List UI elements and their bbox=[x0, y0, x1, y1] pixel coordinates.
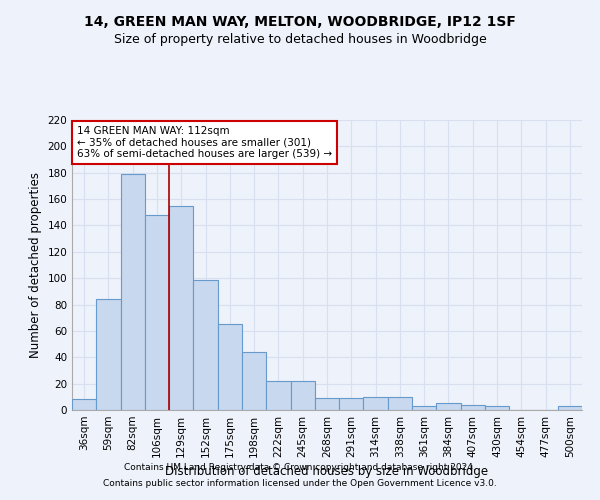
Bar bbox=[96, 300, 121, 410]
Bar bbox=[290, 381, 315, 410]
Text: Contains HM Land Registry data © Crown copyright and database right 2024.: Contains HM Land Registry data © Crown c… bbox=[124, 464, 476, 472]
Bar bbox=[364, 397, 388, 410]
Bar bbox=[436, 404, 461, 410]
Bar bbox=[266, 381, 290, 410]
Bar bbox=[412, 406, 436, 410]
Bar bbox=[461, 404, 485, 410]
Text: Contains public sector information licensed under the Open Government Licence v3: Contains public sector information licen… bbox=[103, 478, 497, 488]
Bar bbox=[315, 398, 339, 410]
Bar bbox=[121, 174, 145, 410]
Bar bbox=[218, 324, 242, 410]
Bar bbox=[339, 398, 364, 410]
Bar bbox=[558, 406, 582, 410]
Text: 14, GREEN MAN WAY, MELTON, WOODBRIDGE, IP12 1SF: 14, GREEN MAN WAY, MELTON, WOODBRIDGE, I… bbox=[84, 15, 516, 29]
Text: Size of property relative to detached houses in Woodbridge: Size of property relative to detached ho… bbox=[113, 32, 487, 46]
Text: 14 GREEN MAN WAY: 112sqm
← 35% of detached houses are smaller (301)
63% of semi-: 14 GREEN MAN WAY: 112sqm ← 35% of detach… bbox=[77, 126, 332, 159]
Bar bbox=[388, 397, 412, 410]
Bar bbox=[485, 406, 509, 410]
X-axis label: Distribution of detached houses by size in Woodbridge: Distribution of detached houses by size … bbox=[166, 466, 488, 478]
Bar bbox=[193, 280, 218, 410]
Bar bbox=[242, 352, 266, 410]
Bar bbox=[169, 206, 193, 410]
Y-axis label: Number of detached properties: Number of detached properties bbox=[29, 172, 42, 358]
Bar bbox=[145, 215, 169, 410]
Bar bbox=[72, 400, 96, 410]
